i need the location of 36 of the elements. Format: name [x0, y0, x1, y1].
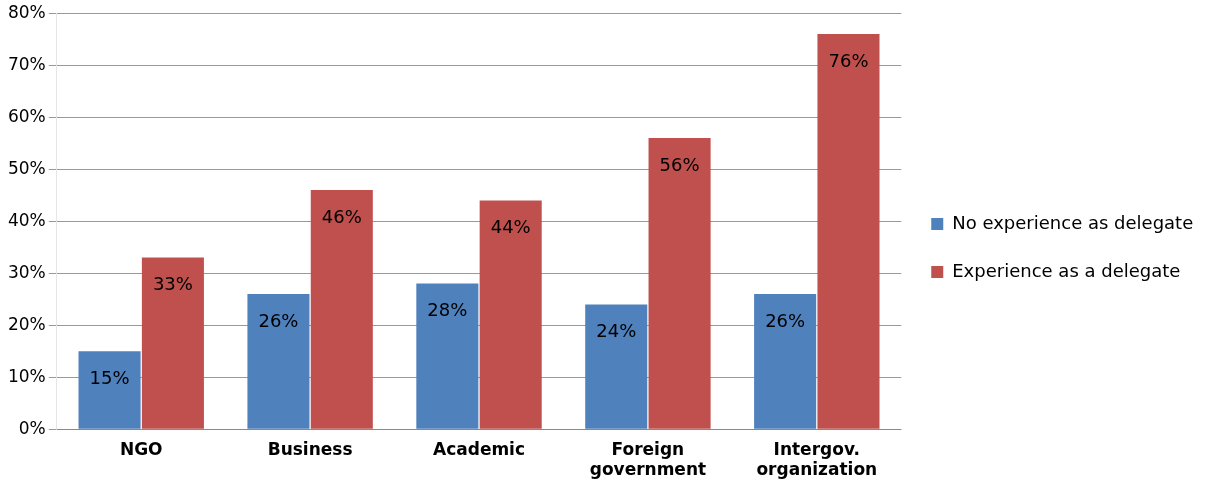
data-label: 15%: [89, 366, 130, 388]
y-tick-label: 10%: [7, 365, 46, 386]
bar: [754, 294, 817, 429]
x-tick-label: NGO: [119, 438, 163, 459]
bar: [310, 190, 373, 429]
legend-label: Experience as a delegate: [952, 259, 1181, 281]
legend-label: No experience as delegate: [952, 211, 1194, 233]
x-tick-label: Business: [267, 438, 353, 459]
y-tick-label: 70%: [7, 53, 46, 74]
bar: [141, 257, 204, 429]
bar: [817, 34, 880, 429]
data-label: 76%: [828, 49, 869, 71]
bar: [416, 283, 479, 429]
data-label: 24%: [596, 320, 637, 342]
data-label: 26%: [765, 309, 806, 331]
y-tick-label: 80%: [7, 1, 46, 22]
data-label: 46%: [321, 205, 362, 227]
data-label: 56%: [659, 153, 700, 175]
y-tick-label: 0%: [18, 417, 46, 438]
x-tick-label: Academic: [433, 438, 526, 459]
bar: [648, 138, 711, 429]
y-tick-label: 40%: [7, 209, 46, 230]
bar: [585, 304, 648, 429]
data-label: 44%: [490, 216, 531, 238]
data-label: 33%: [152, 273, 193, 295]
x-tick-label: Intergov. organization: [756, 438, 878, 480]
data-label: 28%: [427, 299, 468, 321]
bar: [479, 200, 542, 429]
y-tick-label: 60%: [7, 105, 46, 126]
x-tick-label: Foreign government: [589, 438, 707, 480]
y-tick-label: 30%: [7, 261, 46, 282]
bar: [78, 351, 141, 429]
y-tick-label: 20%: [7, 313, 46, 334]
y-tick-label: 50%: [7, 157, 46, 178]
bar: [247, 294, 310, 429]
data-label: 26%: [258, 309, 299, 331]
